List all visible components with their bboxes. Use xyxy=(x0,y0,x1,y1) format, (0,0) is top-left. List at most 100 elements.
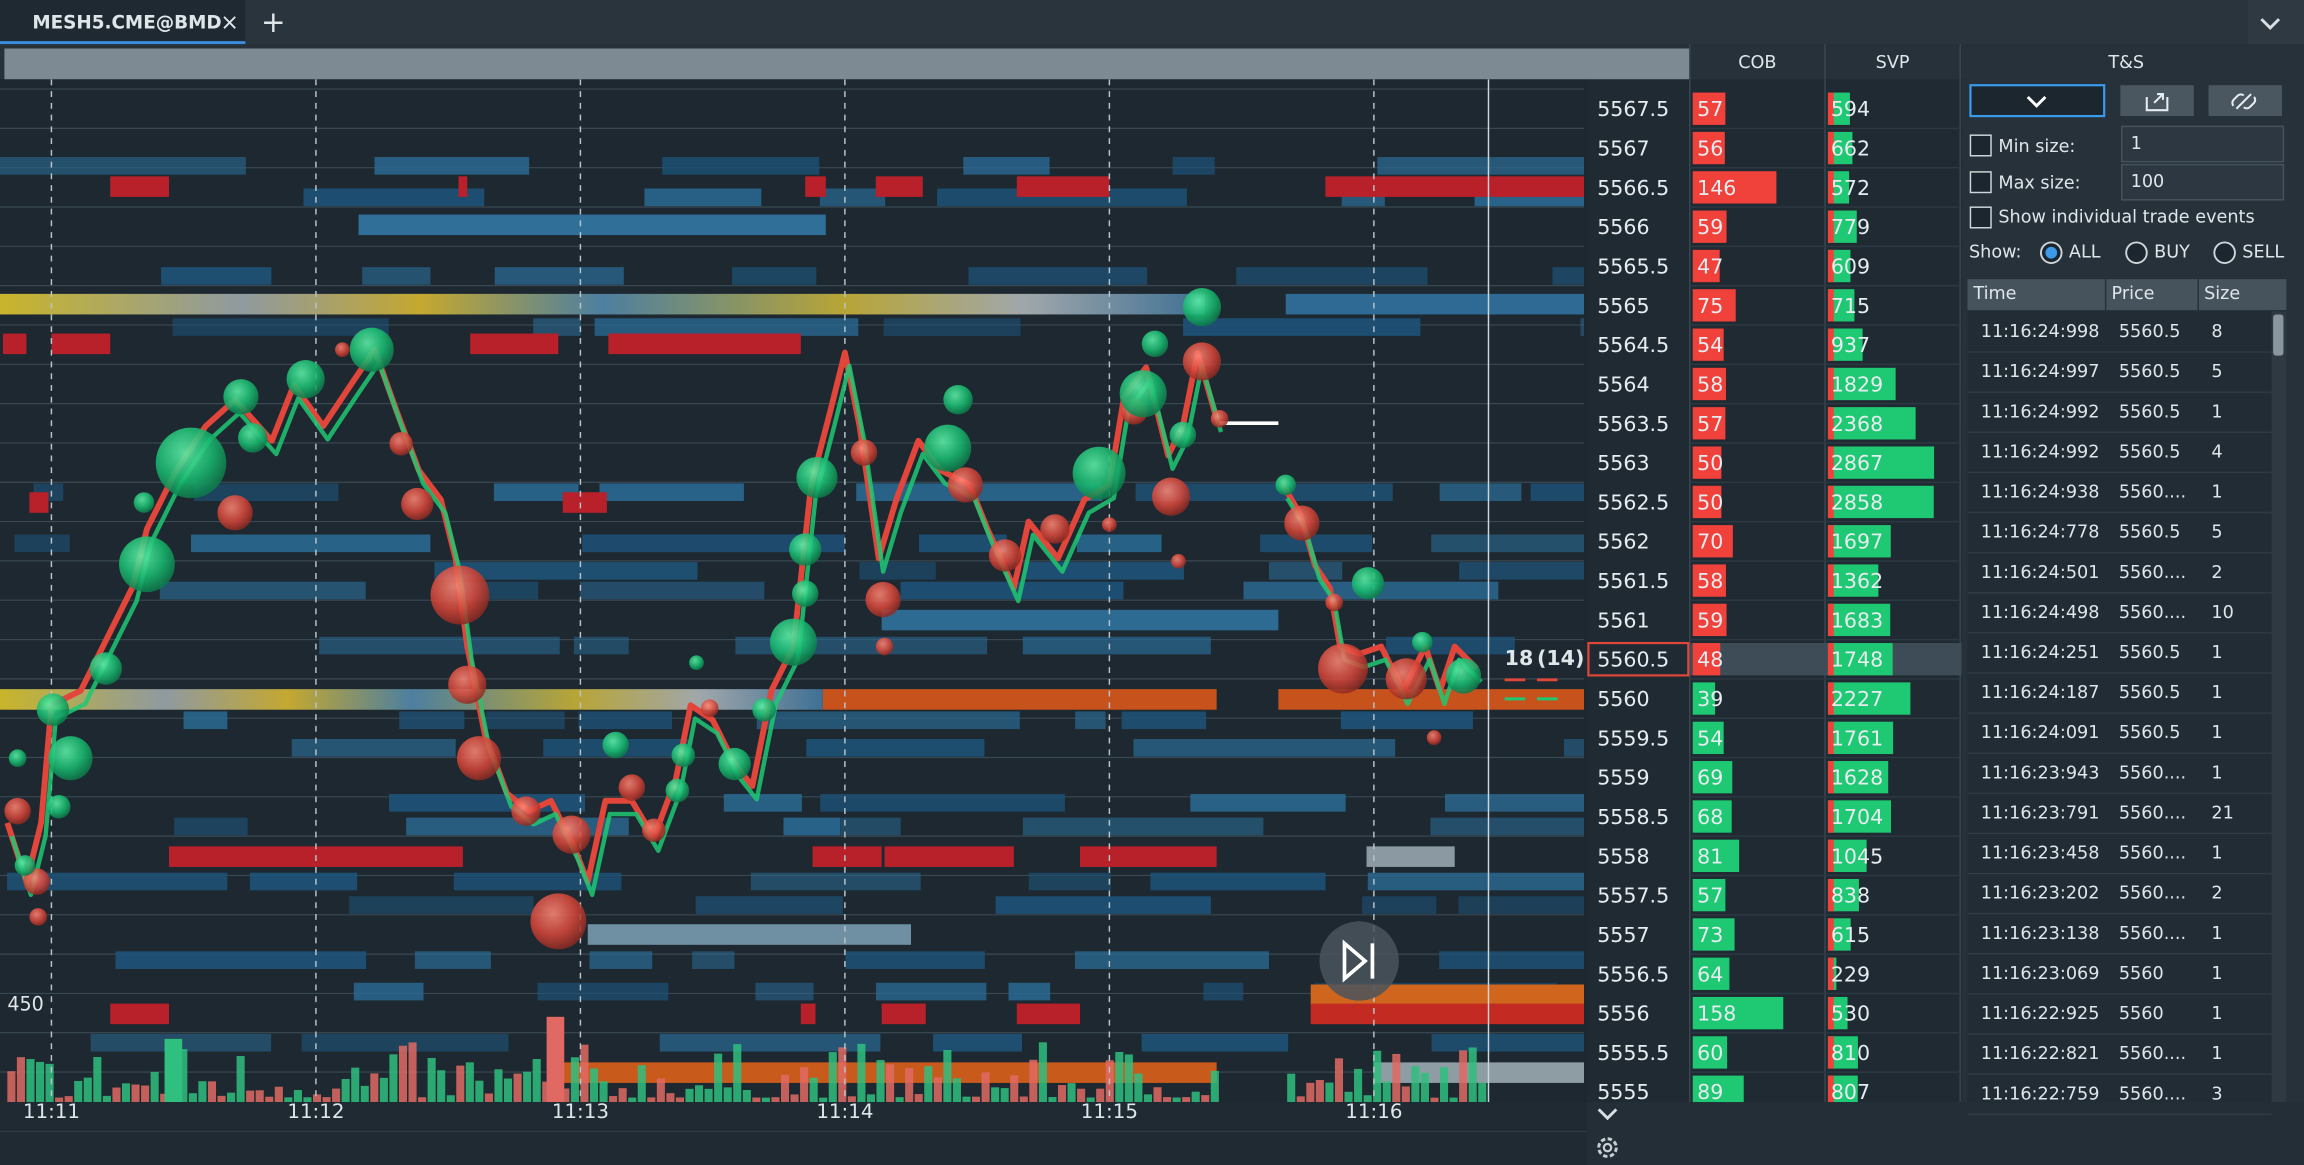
volume-bar xyxy=(1163,1097,1172,1103)
show-radio[interactable] xyxy=(2213,241,2236,264)
ts-scroll-thumb[interactable] xyxy=(2273,314,2284,356)
svp-bar-edge xyxy=(1827,92,1834,125)
cob-value: 70 xyxy=(1697,530,1723,554)
svp-value: 838 xyxy=(1831,884,1870,908)
cob-bar xyxy=(1692,721,1724,755)
cob-value: 48 xyxy=(1697,648,1723,672)
cob-value: 57 xyxy=(1697,97,1723,121)
volume-bar xyxy=(1191,1091,1200,1103)
tab-close[interactable]: × xyxy=(220,11,238,36)
liquidity-band xyxy=(1077,534,1162,553)
tab-title[interactable]: MESH5.CME@BMD xyxy=(32,13,221,34)
min-size-label: Min size: xyxy=(1998,137,2075,157)
svp-value: 2227 xyxy=(1831,687,1883,711)
tab[interactable] xyxy=(0,0,246,45)
ts-dropdown[interactable] xyxy=(1969,84,2106,118)
svp-value: 1748 xyxy=(1831,648,1883,672)
ladder-price: 5562 xyxy=(1597,530,1649,554)
replay-button[interactable] xyxy=(1319,921,1399,1001)
svp-bar-edge xyxy=(1827,957,1834,990)
min-size-checkbox[interactable] xyxy=(1969,134,1992,157)
liquidity-band xyxy=(301,1033,509,1052)
svp-value: 715 xyxy=(1831,294,1870,318)
liquidity-band xyxy=(453,872,622,891)
cob-bar xyxy=(1692,367,1726,401)
liquidity-band xyxy=(840,817,901,836)
tab-bar xyxy=(0,0,2304,45)
buy-bubble xyxy=(119,536,175,593)
svp-value: 2368 xyxy=(1831,412,1883,436)
svp-bar-edge xyxy=(1827,996,1834,1030)
show-radio[interactable] xyxy=(2125,241,2148,264)
sell-bubble xyxy=(552,815,591,854)
volume-bar xyxy=(1210,1070,1219,1103)
show-events-checkbox[interactable] xyxy=(1969,206,1992,229)
volume-bar xyxy=(1478,1082,1487,1103)
liquidity-band xyxy=(695,896,843,914)
collapse-chevron[interactable] xyxy=(1597,1108,1618,1121)
cob-value: 146 xyxy=(1697,176,1736,200)
liquidity-band xyxy=(1285,293,1585,315)
liquidity-band xyxy=(599,483,744,502)
max-size-checkbox[interactable] xyxy=(1969,171,1992,194)
liquidity-band xyxy=(1016,176,1110,197)
volume-bar xyxy=(761,1097,770,1103)
ts-price: 5560.... xyxy=(2119,803,2186,823)
svp-value: 229 xyxy=(1831,962,1870,986)
liquidity-band xyxy=(662,157,820,175)
liquidity-band xyxy=(562,492,607,513)
ts-size: 2 xyxy=(2211,563,2222,583)
volume-bar xyxy=(265,1096,274,1103)
volume-bar xyxy=(131,1084,140,1103)
cob-bar xyxy=(1692,525,1733,558)
ts-price: 5560.5 xyxy=(2119,402,2181,422)
ladder-price: 5561.5 xyxy=(1597,569,1669,593)
current-price-box xyxy=(1587,641,1690,677)
max-size-input[interactable] xyxy=(2121,163,2285,201)
new-tab[interactable]: + xyxy=(261,5,286,39)
ts-size: 4 xyxy=(2211,442,2222,462)
liquidity-band xyxy=(358,214,826,236)
liquidity-band xyxy=(881,1003,926,1025)
ladder-price: 5557 xyxy=(1597,923,1649,947)
cob-value: 69 xyxy=(1697,766,1723,790)
svp-value: 615 xyxy=(1831,923,1870,947)
volume-bar xyxy=(1048,1097,1057,1103)
volume-bar xyxy=(1325,1082,1334,1103)
volume-bar xyxy=(198,1081,207,1103)
sell-bubble xyxy=(23,868,50,895)
liquidity-band xyxy=(1459,562,1585,580)
volume-bar xyxy=(1134,1073,1143,1103)
liquidity-band xyxy=(1028,872,1112,891)
replay-icon xyxy=(1342,939,1368,983)
ladder-price: 5555 xyxy=(1597,1080,1649,1104)
cob-header: COB xyxy=(1738,53,1776,73)
buy-bubble xyxy=(671,743,696,768)
svp-bar-edge xyxy=(1827,603,1834,637)
settings-gear[interactable] xyxy=(1597,1137,1618,1158)
volume-bar xyxy=(121,1083,131,1103)
ts-price: 5560.... xyxy=(2119,483,2186,503)
ladder-price: 5557.5 xyxy=(1597,884,1669,908)
liquidity-band xyxy=(2,333,27,355)
volume-bar xyxy=(446,1095,455,1103)
liquidity-band xyxy=(750,872,921,891)
volume-bar xyxy=(570,1057,579,1103)
pending-size: (14) xyxy=(1537,646,1584,670)
time-tick-label: 11:11 xyxy=(23,1100,80,1123)
sell-bubble xyxy=(1210,409,1229,428)
volume-bar xyxy=(1430,1097,1439,1103)
ts-price: 5560.5 xyxy=(2119,322,2181,342)
ts-column-header: Size xyxy=(2204,284,2240,304)
cob-value: 57 xyxy=(1697,412,1723,436)
volume-bar xyxy=(1029,1059,1038,1103)
volume-bar xyxy=(1382,1081,1391,1103)
buy-bubble xyxy=(943,384,973,415)
volume-bar xyxy=(1096,1088,1105,1103)
volume-bar xyxy=(609,1096,618,1103)
buy-bubble xyxy=(89,652,122,685)
min-size-input[interactable] xyxy=(2121,125,2285,163)
ts-size: 3 xyxy=(2211,1084,2222,1104)
cob-value: 57 xyxy=(1697,884,1723,908)
liquidity-band xyxy=(110,176,169,197)
